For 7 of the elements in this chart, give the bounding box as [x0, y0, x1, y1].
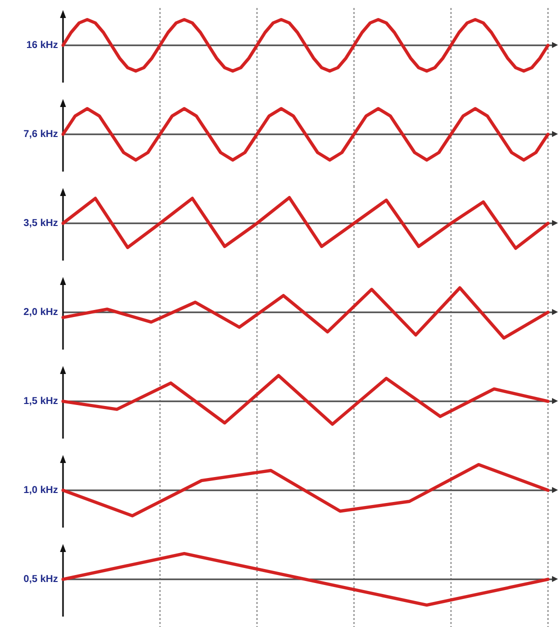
y-axis-title: 7,6 kHz: [24, 129, 58, 140]
y-axis-title: 1,5 kHz: [24, 396, 58, 408]
y-axis-title: 16 kHz: [26, 40, 58, 52]
y-axis-title: 0,5 kHz: [24, 574, 58, 586]
y-axis-title: 1,0 kHz: [24, 485, 58, 496]
y-axis-title: 3,5 kHz: [24, 218, 58, 230]
y-axis-title: 2,0 kHz: [24, 307, 58, 318]
